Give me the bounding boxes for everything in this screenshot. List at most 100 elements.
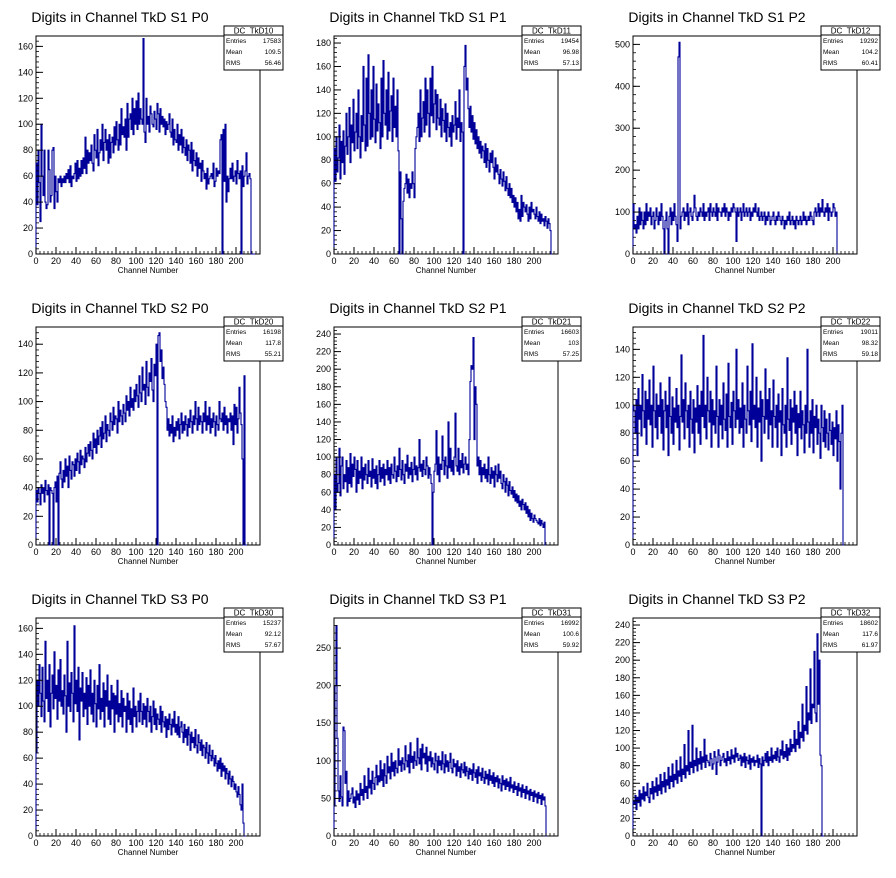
x-axis-label: Channel Number <box>118 266 179 275</box>
stats-box: DC_TkD30 Entries 15237 Mean 92.12 RMS 57.67 <box>223 607 284 653</box>
stats-value: 98.32 <box>862 340 879 347</box>
x-tick-label: 140 <box>765 838 780 848</box>
stats-value: 16992 <box>561 620 579 627</box>
x-tick-label: 20 <box>51 256 61 266</box>
histogram-panel: Digits in Channel TkD S3 P0 0 20 40 60 80 100 1… <box>0 582 298 873</box>
chart-title: Digits in Channel TkD S3 P2 <box>628 591 805 607</box>
x-tick-label: 120 <box>446 547 461 557</box>
stats-value: 59.92 <box>563 642 580 649</box>
x-tick-label: 80 <box>409 547 419 557</box>
y-tick-label: 120 <box>615 372 630 382</box>
x-tick-label: 180 <box>506 547 521 557</box>
x-tick-label: 140 <box>466 256 481 266</box>
x-tick-label: 20 <box>51 838 61 848</box>
stats-value: 19454 <box>561 38 579 45</box>
y-tick-label: 60 <box>321 487 331 497</box>
x-tick-label: 120 <box>745 838 760 848</box>
histogram-chart: Digits in Channel TkD S2 P1 0 20 40 60 80 100 1… <box>316 300 582 566</box>
stats-box: DC_TkD10 Entries 17583 Mean 109.5 RMS 56.46 <box>223 25 284 71</box>
y-tick-label: 250 <box>316 643 331 653</box>
y-tick-label: 120 <box>18 93 33 103</box>
x-tick-label: 100 <box>128 838 143 848</box>
y-tick-label: 100 <box>615 400 630 410</box>
x-tick-label: 120 <box>446 838 461 848</box>
x-tick-label: 60 <box>91 256 101 266</box>
stats-key: RMS <box>823 642 838 649</box>
y-tick-label: 80 <box>321 155 331 165</box>
x-tick-label: 100 <box>128 256 143 266</box>
stats-value: 104.2 <box>862 49 879 56</box>
x-tick-label: 80 <box>111 547 121 557</box>
y-tick-label: 140 <box>615 708 630 718</box>
y-tick-label: 200 <box>615 655 630 665</box>
y-tick-label: 100 <box>18 397 33 407</box>
histogram-panel: Digits in Channel TkD S1 P2 0 100 200 300 400… <box>597 0 895 291</box>
y-tick-label: 0 <box>28 540 33 550</box>
stats-key: Mean <box>823 631 840 638</box>
y-tick-label: 500 <box>615 39 630 49</box>
histogram-series <box>333 337 546 546</box>
x-tick-label: 180 <box>805 256 820 266</box>
x-tick-label: 80 <box>111 256 121 266</box>
stats-box-frame <box>820 316 881 362</box>
x-tick-label: 200 <box>825 547 840 557</box>
x-tick-label: 60 <box>389 256 399 266</box>
y-tick-label: 40 <box>620 796 630 806</box>
stats-key: Entries <box>226 38 247 45</box>
stats-box: DC_TkD22 Entries 19011 Mean 98.32 RMS 59.18 <box>820 316 881 362</box>
stats-value: 109.5 <box>265 49 282 56</box>
y-tick-label: 300 <box>615 123 630 133</box>
y-tick-label: 0 <box>28 831 33 841</box>
y-tick-label: 0 <box>28 249 33 259</box>
stats-value: 15237 <box>263 620 281 627</box>
x-tick-label: 0 <box>33 838 38 848</box>
x-tick-label: 20 <box>648 256 658 266</box>
x-tick-label: 60 <box>688 547 698 557</box>
histogram-series <box>35 332 247 546</box>
stats-value: 117.8 <box>265 340 281 347</box>
stats-name: DC_TkD30 <box>234 609 274 618</box>
stats-name: DC_TkD21 <box>532 318 572 327</box>
x-tick-label: 0 <box>630 547 635 557</box>
x-tick-label: 180 <box>208 547 223 557</box>
stats-box: DC_TkD12 Entries 19292 Mean 104.2 RMS 60.41 <box>820 25 881 71</box>
stats-name: DC_TkD12 <box>831 27 871 36</box>
x-axis-label: Channel Number <box>118 557 179 566</box>
stats-key: Mean <box>823 49 840 56</box>
x-tick-label: 140 <box>466 838 481 848</box>
y-tick-label: 20 <box>23 511 33 521</box>
y-tick-label: 20 <box>23 223 33 233</box>
y-tick-label: 60 <box>321 179 331 189</box>
y-tick-label: 120 <box>615 726 630 736</box>
histogram-chart: Digits in Channel TkD S1 P20100200300400… <box>615 9 881 275</box>
histogram-panel: Digits in Channel TkD S2 P1 0 20 40 60 80 100 1… <box>298 291 596 582</box>
histogram-panel: Digits in Channel TkD S1 P0 0 20 40 60 80 100 1… <box>0 0 298 291</box>
x-tick-label: 40 <box>668 256 678 266</box>
y-tick-label: 40 <box>321 505 331 515</box>
y-tick-label: 100 <box>18 701 33 711</box>
stats-value: 57.25 <box>563 351 580 358</box>
x-tick-label: 120 <box>148 838 163 848</box>
y-tick-label: 20 <box>321 522 331 532</box>
stats-value: 19011 <box>860 329 878 336</box>
stats-key: RMS <box>226 351 241 358</box>
y-tick-label: 0 <box>326 249 331 259</box>
y-tick-label: 0 <box>625 249 630 259</box>
y-tick-label: 160 <box>18 623 33 633</box>
x-tick-label: 160 <box>785 838 800 848</box>
y-tick-label: 240 <box>615 620 630 630</box>
stats-box-frame <box>521 316 582 362</box>
x-tick-label: 160 <box>188 838 203 848</box>
x-axis-label: Channel Number <box>416 266 477 275</box>
x-tick-label: 60 <box>389 838 399 848</box>
histogram-chart: Digits in Channel TkD S2 P2 0 20 40 60 80 100 1… <box>615 300 881 566</box>
x-tick-label: 120 <box>148 547 163 557</box>
stats-key: Entries <box>524 620 545 627</box>
x-tick-label: 200 <box>228 547 243 557</box>
histogram-panel: Digits in Channel TkD S3 P2 0 20 40 60 80 100 1… <box>597 582 895 873</box>
y-tick-label: 20 <box>321 226 331 236</box>
histogram-series <box>632 633 824 837</box>
x-tick-label: 20 <box>648 838 658 848</box>
stats-key: RMS <box>524 60 539 67</box>
